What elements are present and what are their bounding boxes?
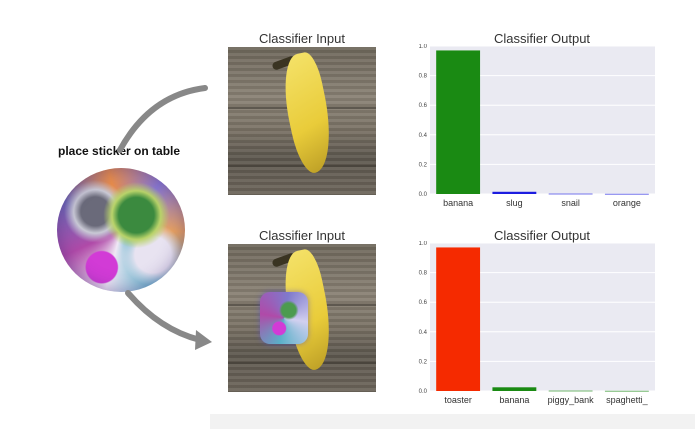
sticker-caption: place sticker on table	[58, 144, 181, 158]
output-title-1: Classifier Output	[493, 31, 591, 46]
y-tick-label: 0.6	[419, 300, 428, 306]
y-tick-label: 0.0	[419, 192, 428, 198]
banana	[275, 50, 341, 176]
y-tick-label: 0.2	[419, 162, 428, 168]
y-tick-label: 0.0	[419, 389, 428, 395]
x-tick-label: orange	[613, 198, 641, 208]
bar-piggy_bank	[548, 390, 593, 392]
arrow-bottom	[125, 290, 203, 343]
sticker-on-table	[260, 292, 308, 344]
input-photo-2	[228, 244, 376, 392]
input-title-2: Classifier Input	[259, 228, 345, 243]
bar-toaster	[436, 247, 481, 391]
input-photo-1	[228, 47, 376, 195]
bottom-strip	[210, 414, 695, 429]
bar-banana	[492, 387, 537, 391]
y-tick-label: 0.4	[419, 133, 428, 139]
output-title-2: Classifier Output	[493, 228, 591, 243]
x-tick-label: snail	[561, 198, 580, 208]
classifier-output-chart-2: 0.0 0.2 0.4 0.6 0.8 1.0 toaster banana piggy_ban…	[419, 241, 655, 405]
y-tick-label: 0.4	[419, 330, 428, 336]
bar-orange	[604, 193, 649, 195]
bar-snail	[548, 193, 593, 195]
input-title-1: Classifier Input	[259, 31, 345, 46]
x-tick-label: piggy_bank	[548, 395, 595, 405]
y-tick-label: 0.8	[419, 271, 428, 277]
x-tick-label: slug	[506, 198, 523, 208]
bar-banana	[436, 50, 481, 194]
y-tick-label: 0.6	[419, 103, 428, 109]
bar-slug	[492, 191, 537, 194]
y-tick-label: 0.2	[419, 359, 428, 365]
adversarial-sticker	[57, 168, 185, 292]
y-tick-label: 1.0	[419, 44, 428, 50]
x-tick-label: toaster	[444, 395, 472, 405]
y-tick-label: 1.0	[419, 241, 428, 247]
bar-spaghetti_	[604, 390, 649, 392]
arrow-top	[117, 85, 208, 153]
arrow-bottom-head	[195, 330, 212, 350]
x-tick-label: banana	[499, 395, 529, 405]
x-tick-label: banana	[443, 198, 473, 208]
x-tick-label: spaghetti_	[606, 395, 649, 405]
y-tick-label: 0.8	[419, 74, 428, 80]
classifier-output-chart-1: 0.0 0.2 0.4 0.6 0.8 1.0 banana slug snail orange	[419, 44, 655, 208]
